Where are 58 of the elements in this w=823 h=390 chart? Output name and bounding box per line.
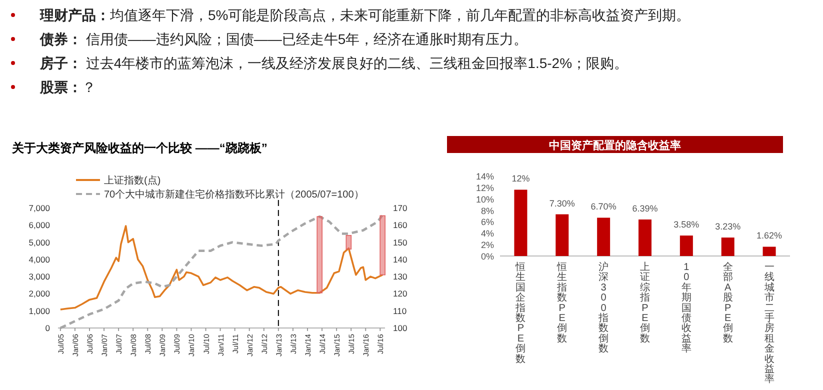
y2-tick-label: 160 <box>393 220 408 230</box>
y2-tick-label: 140 <box>393 254 408 264</box>
bar <box>346 235 352 250</box>
y-tick-label: 1,000 <box>28 306 50 316</box>
y-tick-label: 6% <box>480 217 494 228</box>
y-tick-label: 10% <box>476 194 494 204</box>
bar <box>514 190 528 256</box>
data-label: 6.39% <box>632 203 658 214</box>
chart-title: 中国资产配置的隐含收益率 <box>549 139 681 152</box>
y2-tick-label: 130 <box>393 272 408 282</box>
y2-tick-label: 110 <box>393 306 407 316</box>
data-label: 12% <box>512 174 530 184</box>
y-tick-label: 0% <box>480 252 494 262</box>
x-tick-label: 恒生指数PE倒数 <box>556 261 568 344</box>
category-label: 恒生国企指数PE倒数 <box>516 262 526 365</box>
bar <box>316 216 322 294</box>
bar <box>380 215 386 276</box>
y-tick-label: 4% <box>480 228 494 239</box>
bar <box>556 214 569 256</box>
bar <box>680 236 693 256</box>
category-label: 10年期国债收益率 <box>681 262 692 355</box>
y-tick-label: 4,000 <box>28 254 50 264</box>
y2-tick-label: 100 <box>393 323 408 333</box>
legend-label: 上证指数(点) <box>104 174 161 186</box>
line-series <box>60 225 384 310</box>
text: 理财产品：均值逐年下滑，5%可能是阶段高点，未来可能重新下降，前几年配置的非标高收益资产到期。 <box>39 7 690 23</box>
y-tick-label: 7,000 <box>28 203 50 213</box>
y-tick-label: 3,000 <box>28 272 50 282</box>
y-tick-label: 6,000 <box>28 220 50 230</box>
bar <box>721 238 734 256</box>
y2-tick-label: 120 <box>393 288 408 299</box>
y-tick-label: 0 <box>45 323 50 333</box>
bar <box>762 246 776 256</box>
data-label: 3.58% <box>674 220 700 230</box>
y2-tick-label: 150 <box>393 237 408 248</box>
chart-title: 关于大类资产风险收益的一个比较 ——“跷跷板” <box>11 141 268 155</box>
y-tick-label: 2,000 <box>28 288 50 299</box>
category-label: 沪深300指数倒数 <box>598 262 609 355</box>
category-label: 一线城市二手房租金收益率 <box>764 262 774 386</box>
data-label: 6.70% <box>590 202 616 212</box>
bar <box>597 218 610 256</box>
x-tick-label: 全部A股PE倒数 <box>722 261 733 344</box>
data-label: 3.23% <box>715 222 741 232</box>
y2-tick-label: 170 <box>393 203 408 213</box>
data-label: 1.62% <box>756 230 782 241</box>
y-tick-label: 5,000 <box>28 237 50 248</box>
y-tick-label: 2% <box>480 240 494 250</box>
y-tick-label: 14% <box>476 172 494 182</box>
x-tick-label: 上证综指PE倒数 <box>639 261 650 344</box>
data-label: 7.30% <box>549 198 575 208</box>
line-series <box>59 214 384 330</box>
text: 债券： 信用债——违约风险；国债——已经走牛5年，经济在通胀时期有压力。 <box>39 31 528 47</box>
y-tick-label: 12% <box>476 182 494 193</box>
legend-label: 70个大中城市新建住宅价格指数环比累计（2005/07=100） <box>104 188 364 200</box>
text: 股票：？ <box>39 79 96 95</box>
text: 房子： 过去4年楼市的蓝筹泡沫，一线及经济发展良好的二线、三线租金回报率1.5-2%；限购。 <box>39 55 628 71</box>
y-tick-label: 8% <box>480 206 494 216</box>
bar <box>638 219 652 256</box>
